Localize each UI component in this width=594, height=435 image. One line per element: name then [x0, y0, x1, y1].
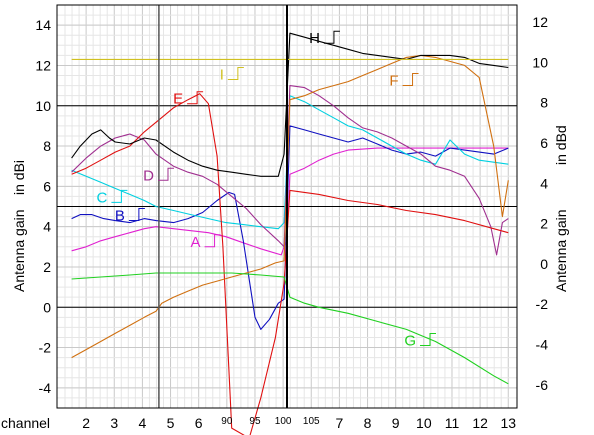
x-tick-label: 2: [82, 415, 90, 431]
x-tick-label: 3: [110, 415, 118, 431]
left-axis-unit: in dBi: [11, 160, 27, 195]
x-tick-label: 5: [167, 415, 175, 431]
series-label-leader-b: [128, 208, 145, 222]
series-label-leader-a: [204, 234, 221, 248]
x-tick-label: 11: [445, 415, 460, 431]
x-tick-label: 4: [139, 415, 147, 431]
series-line-d: [71, 85, 509, 256]
left-tick-label: 10: [35, 98, 51, 114]
x-tick-label: 10: [416, 415, 432, 431]
right-axis-title-prefix: Antenna gain: [553, 209, 569, 292]
series-label-a: A: [191, 234, 201, 251]
left-tick-label: 12: [35, 57, 51, 73]
band-separators: [158, 5, 288, 408]
right-y-ticks: -6 -4 -2 0 2 4 6 8 10 12: [532, 14, 548, 393]
x-tick-labels: 2 3 4 5 6 90 95 100 105 7 8 9 10 11 12 13: [82, 415, 516, 431]
left-tick-label: 4: [43, 219, 51, 235]
series-line-b: [71, 125, 509, 330]
left-y-ticks: -4 -2 0 2 4 6 8 10 12 14: [35, 17, 51, 396]
series-label-d: D: [143, 167, 154, 184]
series-label-leader-h: [323, 30, 340, 44]
series-label-h: H: [309, 30, 320, 47]
series-label-leader-f: [402, 73, 419, 87]
series-labels: A BC D E F G H I: [97, 30, 437, 349]
right-axis-unit: in dBd: [553, 125, 569, 165]
left-tick-label: -4: [39, 380, 52, 396]
right-tick-label: -2: [536, 296, 549, 312]
right-tick-label: 8: [540, 95, 548, 111]
right-tick-label: 0: [540, 256, 548, 272]
left-tick-label: 0: [43, 299, 51, 315]
left-axis-title-prefix: Antenna gain: [11, 209, 27, 292]
x-tick-label: 8: [364, 415, 372, 431]
series-line-g: [71, 272, 509, 385]
left-tick-label: 14: [35, 17, 51, 33]
plot-frame: [56, 4, 518, 409]
series-label-i: I: [220, 67, 224, 84]
series-label-b: B: [115, 208, 125, 225]
series-label-g: G: [404, 332, 416, 349]
series-label-leader-c: [111, 189, 128, 203]
left-axis-title: Antenna gain: [11, 209, 27, 292]
right-tick-label: 6: [540, 135, 548, 151]
series-label-c: C: [97, 189, 108, 206]
right-tick-label: -4: [536, 337, 549, 353]
x-tick-label: 100: [275, 416, 292, 427]
left-axis-unit-text: in dBi: [11, 160, 27, 195]
x-tick-label: 6: [195, 415, 203, 431]
series-label-leader-i: [227, 67, 244, 81]
left-tick-label: 6: [43, 178, 51, 194]
right-tick-label: -6: [536, 377, 549, 393]
series-label-leader-g: [420, 332, 437, 346]
right-axis-unit-text: in dBd: [553, 125, 569, 165]
series-line-a: [71, 147, 509, 256]
left-tick-label: 8: [43, 138, 51, 154]
x-tick-label: 9: [392, 415, 400, 431]
x-tick-label: 12: [472, 415, 488, 431]
right-axis-title: Antenna gain: [553, 209, 569, 292]
series-label-f: F: [389, 73, 398, 90]
series-line-h: [71, 32, 509, 177]
left-tick-label: 2: [43, 259, 51, 275]
x-tick-label: 105: [303, 416, 320, 427]
series-label-e: E: [173, 91, 183, 108]
x-tick-label: 90: [221, 416, 233, 427]
right-tick-label: 2: [540, 216, 548, 232]
x-tick-label: 7: [336, 415, 344, 431]
series-line-e: [71, 93, 509, 435]
left-tick-label: -2: [39, 340, 52, 356]
series-label-leader-e: [187, 91, 204, 105]
x-tick-label: 13: [500, 415, 516, 431]
x-tick-label: 95: [249, 416, 261, 427]
series-label-leader-d: [157, 167, 174, 181]
right-tick-label: 10: [532, 54, 548, 70]
right-tick-label: 12: [532, 14, 548, 30]
x-axis-title: channel: [1, 415, 50, 431]
right-tick-label: 4: [540, 175, 548, 191]
